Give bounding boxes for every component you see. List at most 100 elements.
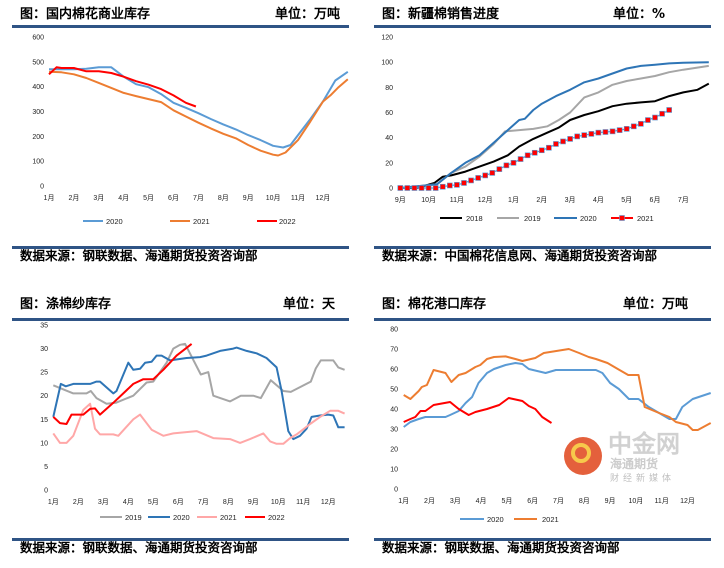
legend-label: 2021 [220,513,237,522]
chart-panel-1: 图：国内棉花商业库存 单位：万吨 0 100 200 300 400 500 600 1月 2月 3月… [12,6,349,263]
x-tick-label: 6月 [173,498,184,506]
series-marker-2021 [447,182,453,189]
series-marker-2021 [630,123,637,130]
x-tick-label: 8月 [223,498,234,506]
series-marker-2021 [553,141,559,147]
x-tick-label: 7月 [193,194,204,202]
legend-label: 2022 [268,513,285,522]
x-tick-label: 2月 [536,196,547,204]
series-marker-2021 [602,129,609,135]
source-note: 数据来源：钢联数据、海通期货投资咨询部 [19,248,258,263]
legend-label: 2019 [524,214,541,223]
x-tick-label: 5月 [143,194,154,202]
title-divider [12,318,349,321]
x-tick-label: 9月 [605,497,616,505]
y-tick-label: 40 [390,407,398,414]
series-marker-2021 [638,121,644,127]
series-marker-2021 [503,162,510,169]
series-line-2021 [52,402,346,445]
series-marker-2021 [546,144,552,151]
x-tick-label: 7月 [678,196,689,204]
x-tick-label: 12月 [680,497,695,505]
watermark-sub1: 海通期货 [610,456,658,471]
title-divider [374,318,711,321]
source-divider [12,538,349,541]
series-marker-2021 [397,185,404,191]
source-note: 数据来源：钢联数据、海通期货投资咨询部 [19,540,258,555]
x-tick-label: 2月 [68,194,79,202]
series-marker-2021 [567,136,573,142]
logo-swirl [571,443,591,463]
legend-label: 2020 [106,217,123,226]
series-marker-2021 [411,185,418,191]
y-tick-label: 60 [390,367,398,374]
x-tick-label: 1月 [44,194,55,202]
x-tick-label: 4月 [123,498,134,506]
x-tick-label: 9月 [395,196,406,204]
y-tick-label: 60 [385,110,393,117]
series-marker-2021 [432,185,439,191]
watermark-sub2: 财经新媒体 [610,472,675,484]
y-tick-label: 20 [385,160,393,167]
source-note: 数据来源：钢联数据、海通期货投资咨询部 [381,540,620,555]
series-marker-2021 [418,185,425,191]
series-marker-2021 [623,126,630,132]
x-tick-label: 6月 [527,497,538,505]
series-marker-2021 [588,131,595,137]
series-marker-2021 [574,133,580,140]
watermark-name: 中金网 [608,430,680,458]
y-tick-label: 600 [32,35,44,42]
series-marker-2021 [538,147,545,154]
x-tick-label: 5月 [621,196,632,204]
legend-label: 2021 [193,217,210,226]
y-tick-label: 30 [390,427,398,434]
series-marker-2021 [595,129,602,136]
series-line-2021 [48,70,349,157]
x-tick-label: 2月 [424,497,435,505]
x-tick-label: 11月 [450,196,464,204]
y-tick-label: 400 [32,84,44,91]
chart-title: 图：涤棉纱库存 [20,296,111,312]
x-tick-label: 6月 [650,196,661,204]
chart-panel-3: 图：涤棉纱库存 单位：天 0 5 10 15 20 25 30 35 1月 2月 3月 4月 5月 6月 7月 8… [12,296,349,555]
series-line-2022 [48,66,197,108]
legend-label: 2019 [125,513,142,522]
series-marker-2021 [609,128,616,135]
x-tick-label: 12月 [316,194,331,202]
title-divider [374,25,711,28]
source-divider [374,246,711,249]
series-line-2018 [400,82,710,189]
x-tick-label: 6月 [168,194,179,202]
legend-marker-2021 [619,215,625,221]
chart-panel-4: 图：棉花港口库存 单位：万吨 0 10 20 30 40 50 60 70 80 1月 2月 3月 4月 5月… [374,296,712,555]
chart-unit: 单位：天 [283,296,336,312]
series-line-2021 [403,348,712,431]
y-tick-label: 40 [385,135,393,142]
y-tick-label: 10 [390,467,398,474]
x-tick-label: 12月 [321,498,336,506]
y-tick-label: 120 [381,35,393,42]
series-marker-2021 [659,110,665,117]
series-marker-2021 [531,149,538,156]
x-tick-label: 10月 [421,196,436,204]
series-marker-2021 [581,132,588,138]
legend-label: 2020 [487,515,504,524]
chart-unit: 单位：万吨 [623,296,688,312]
legend-label: 2022 [279,217,296,226]
y-tick-label: 500 [32,59,44,66]
x-tick-label: 7月 [198,498,209,506]
chart-unit: 单位：% [613,6,665,22]
y-tick-label: 100 [381,60,393,67]
series-marker-2021 [496,166,503,172]
legend-label: 2020 [580,214,597,223]
series-marker-2021 [489,170,496,176]
y-tick-label: 0 [40,184,44,191]
y-tick-label: 5 [44,464,48,471]
series-marker-2021 [461,180,467,186]
series-marker-2021 [482,172,489,179]
x-tick-label: 3月 [93,194,104,202]
logo-circle [564,437,602,475]
y-tick-label: 30 [40,346,48,353]
x-tick-label: 4月 [593,196,604,204]
